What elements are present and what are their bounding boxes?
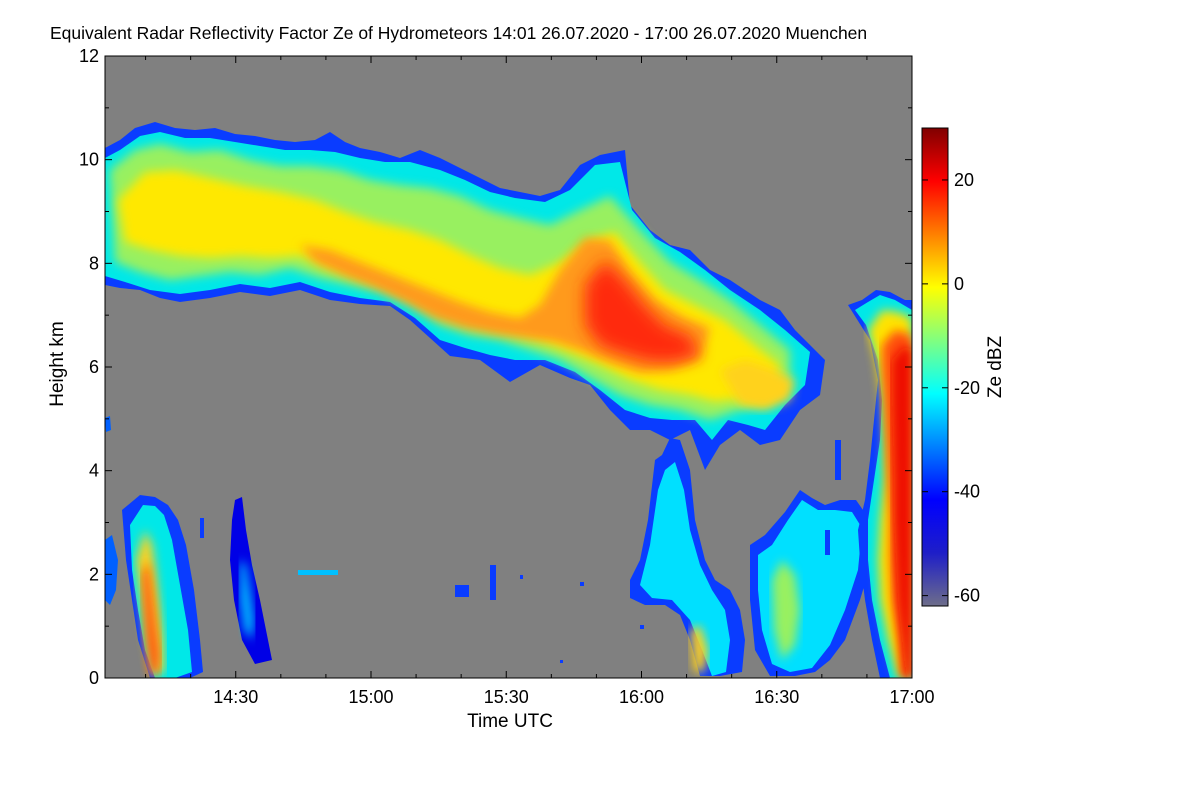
colorbar: -60 -40 -20 0 20 Ze dBZ (921, 127, 1006, 607)
right-yellow-patch (720, 360, 795, 410)
y-tick-label: 12 (79, 46, 99, 66)
y-tick-label: 2 (89, 564, 99, 584)
y-tick-label: 10 (79, 150, 99, 170)
x-tick-label: 14:30 (213, 687, 258, 707)
convective-cell-1 (630, 438, 745, 676)
chart-title: Equivalent Radar Reflectivity Factor Ze … (50, 23, 867, 43)
x-tick-label: 16:30 (754, 687, 799, 707)
colorbar-tick-label: -40 (954, 482, 980, 502)
colorbar-tick-label: -20 (954, 378, 980, 398)
x-tick-label: 15:00 (348, 687, 393, 707)
colorbar-ticks: -60 -40 -20 0 20 (922, 170, 980, 606)
upper-cloud-red-core (585, 260, 700, 362)
y-tick-label: 0 (89, 668, 99, 688)
scattered-echoes (200, 440, 841, 663)
reflectivity-echoes (105, 122, 912, 678)
x-axis: 14:30 15:00 15:30 16:00 16:30 17:00 (145, 56, 935, 707)
colorbar-fill (921, 127, 949, 607)
colorbar-label: Ze dBZ (985, 335, 1006, 398)
x-tick-label: 15:30 (484, 687, 529, 707)
y-tick-label: 4 (89, 461, 99, 481)
y-tick-label: 6 (89, 357, 99, 377)
x-tick-label: 16:00 (619, 687, 664, 707)
rain-shaft-2 (230, 497, 272, 664)
left-edge-cell (105, 535, 118, 605)
colorbar-tick-label: 0 (954, 274, 964, 294)
x-axis-label: Time UTC (467, 711, 553, 732)
colorbar-tick-label: 20 (954, 170, 974, 190)
y-tick-label: 8 (89, 253, 99, 273)
colorbar-tick-label: -60 (954, 586, 980, 606)
rain-shaft-1 (122, 495, 203, 678)
upper-cloud-layer (105, 122, 825, 470)
y-axis: 0 2 4 6 8 10 12 (79, 46, 912, 688)
x-tick-label: 17:00 (889, 687, 934, 707)
left-edge-small (105, 416, 111, 432)
convective-cell-2 (750, 490, 872, 676)
intense-storm-core (848, 290, 912, 678)
y-axis-label: Height km (47, 321, 68, 407)
